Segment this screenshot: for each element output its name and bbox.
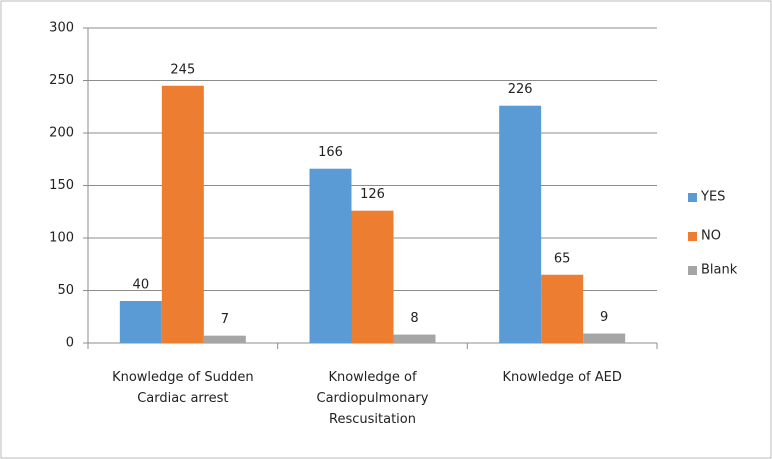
data-label: 226: [508, 82, 533, 97]
bar: [309, 168, 352, 343]
data-label: 7: [221, 312, 229, 327]
legend-swatch: [688, 232, 697, 241]
data-label: 40: [133, 278, 150, 293]
y-tick-label: 0: [66, 336, 74, 351]
bar: [351, 210, 394, 343]
x-tick-label: Knowledge of Sudden Cardiac arrest: [112, 370, 254, 406]
x-tick-label: Knowledge of AED: [502, 370, 622, 385]
data-label: 8: [410, 311, 418, 326]
legend-label: Blank: [701, 263, 738, 278]
y-tick-label: 100: [49, 231, 74, 246]
bar: [583, 333, 626, 343]
legend-label: YES: [700, 190, 725, 205]
y-tick-label: 150: [49, 178, 74, 193]
bar: [161, 85, 204, 343]
data-label: 65: [554, 251, 571, 266]
y-tick-label: 250: [49, 73, 74, 88]
legend-label: NO: [701, 229, 721, 244]
legend-swatch: [688, 193, 697, 202]
bar: [541, 274, 584, 343]
legend-swatch: [688, 266, 697, 275]
y-tick-label: 200: [49, 126, 74, 141]
y-tick-label: 300: [49, 21, 74, 36]
bar: [119, 301, 162, 343]
data-label: 166: [318, 145, 343, 160]
bar: [499, 105, 542, 343]
x-tick-label: Knowledge of Cardiopulmonary Rescusitati…: [316, 370, 429, 427]
data-label: 9: [600, 310, 608, 325]
bar: [393, 334, 436, 343]
y-tick-label: 50: [57, 283, 74, 298]
bar: [203, 335, 246, 343]
data-label: 245: [170, 62, 195, 77]
data-label: 126: [360, 187, 385, 202]
